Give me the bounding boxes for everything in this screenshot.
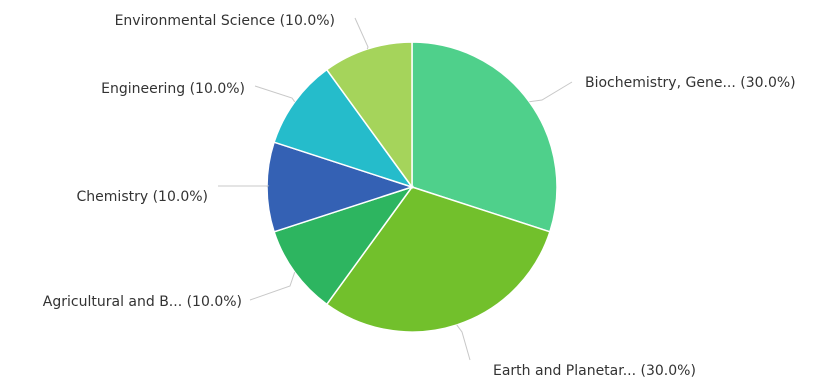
leader-line-biochemistry-gene bbox=[529, 81, 573, 103]
slice-labels: Biochemistry, Gene... (30.0%) Earth and P… bbox=[43, 13, 796, 379]
leader-line-environmental-science bbox=[354, 17, 369, 50]
slice-label-chemistry: Chemistry (10.0%) bbox=[77, 189, 208, 205]
slice-label-earth-and-planetar: Earth and Planetar... (30.0%) bbox=[493, 363, 696, 379]
leader-lines bbox=[218, 17, 573, 361]
leader-line-chemistry bbox=[218, 185, 270, 188]
slice-label-engineering: Engineering (10.0%) bbox=[101, 81, 245, 97]
leader-line-engineering bbox=[254, 85, 296, 103]
slice-label-biochemistry-gene: Biochemistry, Gene... (30.0%) bbox=[585, 75, 796, 91]
slice-label-agricultural-and-b: Agricultural and B... (10.0%) bbox=[43, 294, 242, 310]
leader-line-agricultural-and-b bbox=[249, 272, 296, 301]
slice-label-environmental-science: Environmental Science (10.0%) bbox=[115, 13, 335, 29]
leader-line-earth-and-planetar bbox=[456, 324, 471, 361]
pie-slices bbox=[266, 41, 558, 333]
